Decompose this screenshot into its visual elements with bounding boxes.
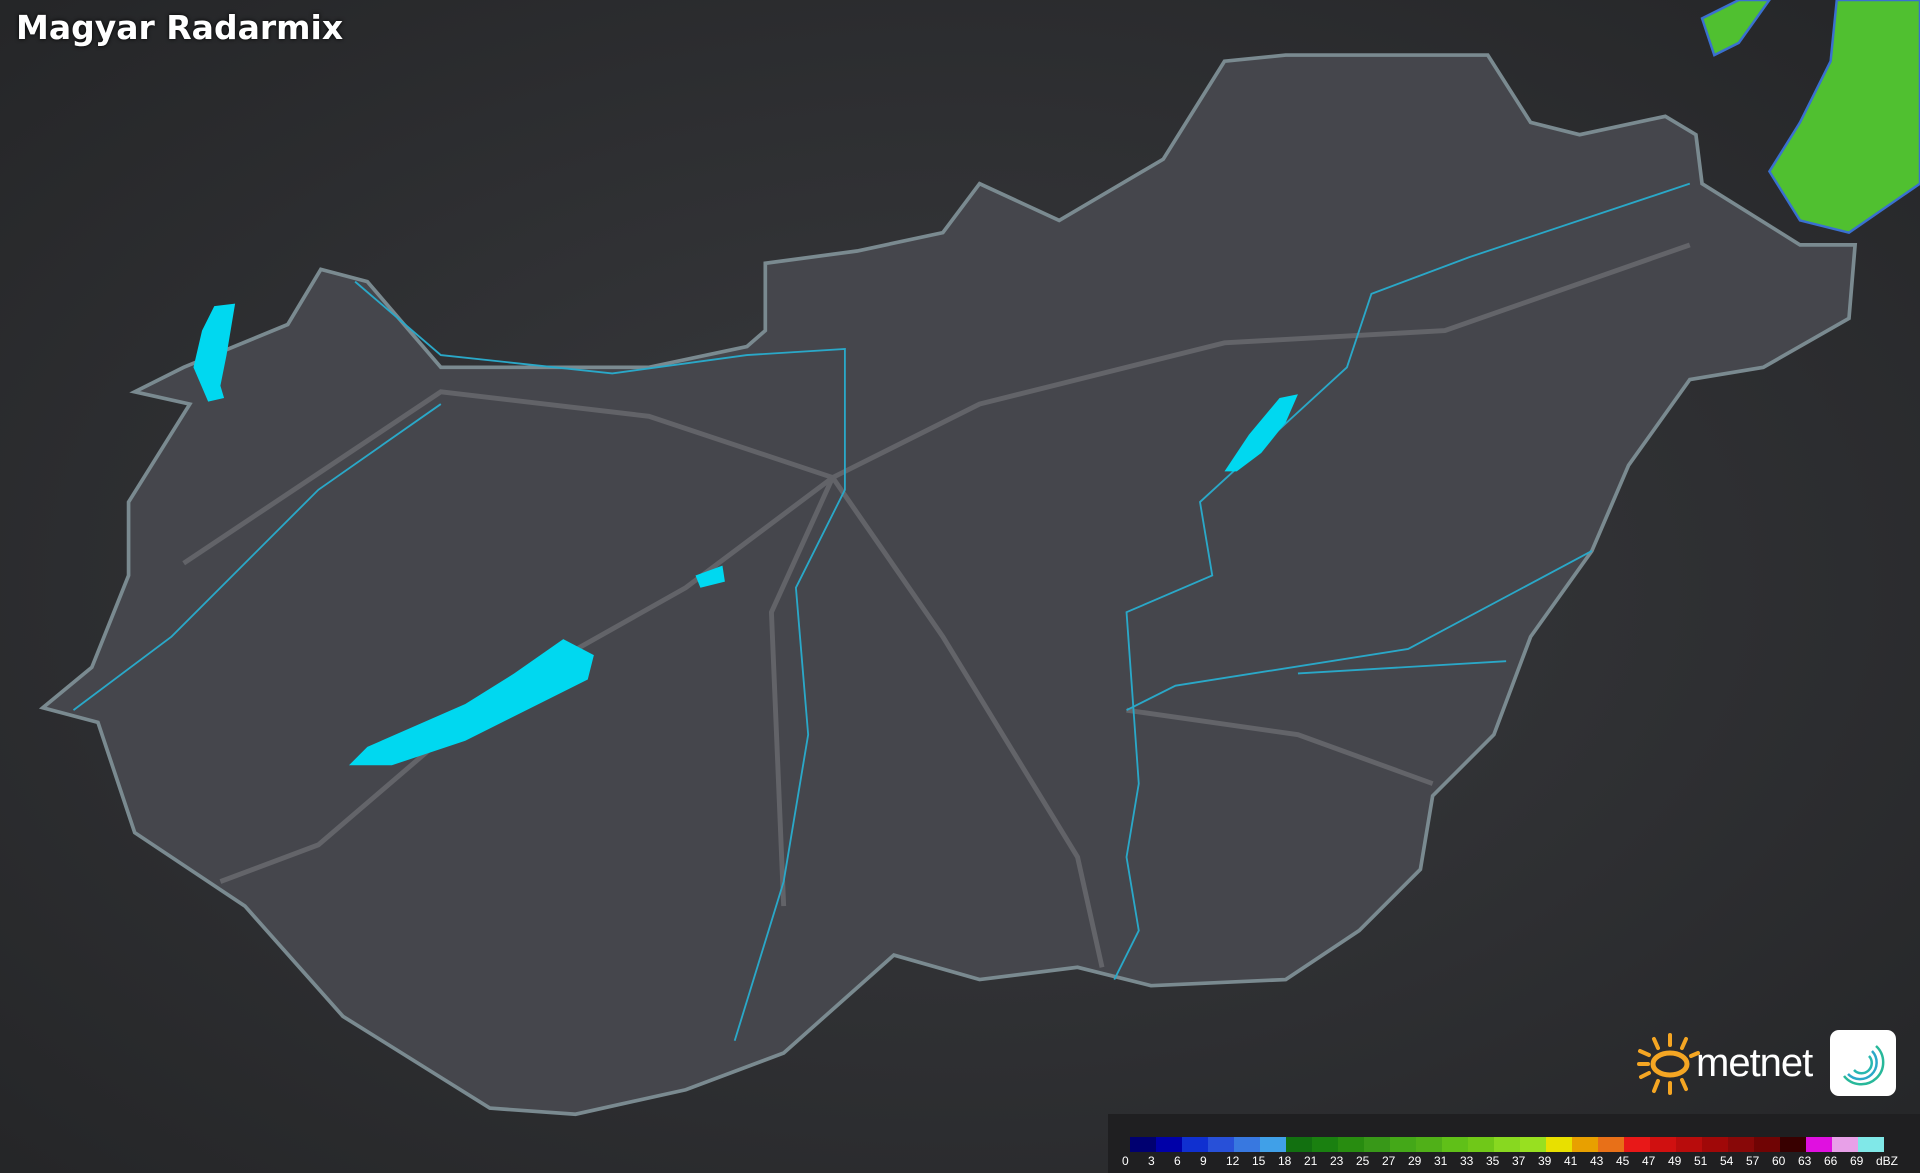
scale-label: 3	[1148, 1154, 1155, 1168]
color-cell	[1624, 1137, 1650, 1152]
koros-river	[1126, 550, 1593, 711]
color-cell	[1832, 1137, 1858, 1152]
color-scale	[1130, 1137, 1884, 1152]
hungary-country	[38, 53, 1858, 1117]
scale-label: 33	[1460, 1154, 1474, 1168]
metnet-logo: metnet	[1636, 1030, 1897, 1096]
color-cell	[1416, 1137, 1442, 1152]
radar-precipitation	[1700, 0, 1920, 234]
color-cell	[1858, 1137, 1884, 1152]
scale-label: 69	[1850, 1154, 1864, 1168]
scale-label: 49	[1668, 1154, 1682, 1168]
scale-label: 37	[1512, 1154, 1526, 1168]
map-title: Magyar Radarmix	[16, 8, 344, 47]
rivers	[72, 182, 1691, 1042]
color-cell	[1598, 1137, 1624, 1152]
color-cell	[1208, 1137, 1234, 1152]
color-cell	[1806, 1137, 1832, 1152]
scale-label: 41	[1564, 1154, 1578, 1168]
scale-label: 27	[1382, 1154, 1396, 1168]
road	[182, 242, 1691, 566]
river	[1297, 660, 1507, 675]
color-cell	[1702, 1137, 1728, 1152]
scale-label: 45	[1616, 1154, 1630, 1168]
unit-label: dBZ	[1876, 1154, 1899, 1168]
scale-label: 0	[1122, 1154, 1129, 1168]
scale-label: 47	[1642, 1154, 1656, 1168]
color-cell	[1312, 1137, 1338, 1152]
color-cell	[1364, 1137, 1390, 1152]
swirl-icon	[1843, 1045, 1885, 1086]
road	[1126, 707, 1434, 786]
scale-label: 39	[1538, 1154, 1552, 1168]
color-cell	[1494, 1137, 1520, 1152]
scale-label: 23	[1330, 1154, 1344, 1168]
scale-label: 60	[1772, 1154, 1786, 1168]
color-cell	[1130, 1137, 1156, 1152]
scale-label: 9	[1200, 1154, 1207, 1168]
road	[830, 476, 1105, 968]
lake-neusiedl	[193, 303, 236, 402]
color-cell	[1390, 1137, 1416, 1152]
scale-label: 63	[1798, 1154, 1812, 1168]
color-cell	[1338, 1137, 1364, 1152]
scale-labels: 0 3 6 9 12 15 18 21 23 25 27 29 31 33 35 37 39 41 43 45 47 49…	[1122, 1154, 1902, 1168]
color-cell	[1728, 1137, 1754, 1152]
color-cell	[1676, 1137, 1702, 1152]
color-cell	[1442, 1137, 1468, 1152]
color-cell	[1754, 1137, 1780, 1152]
color-cell	[1546, 1137, 1572, 1152]
color-cell	[1234, 1137, 1260, 1152]
app-icon	[1830, 1030, 1897, 1096]
scale-label: 43	[1590, 1154, 1604, 1168]
road	[768, 476, 835, 907]
color-cell	[1650, 1137, 1676, 1152]
scale-label: 29	[1408, 1154, 1422, 1168]
color-cell	[1520, 1137, 1546, 1152]
color-cell	[1572, 1137, 1598, 1152]
color-cell	[1780, 1137, 1806, 1152]
color-cell	[1182, 1137, 1208, 1152]
scale-label: 31	[1434, 1154, 1448, 1168]
lake-balaton	[348, 639, 594, 766]
danube-river	[354, 280, 846, 1042]
scale-label: 18	[1278, 1154, 1292, 1168]
raba-river	[72, 403, 442, 711]
brand-name: metnet	[1696, 1040, 1813, 1085]
scale-label: 21	[1304, 1154, 1318, 1168]
scale-label: 15	[1252, 1154, 1266, 1168]
scale-label: 57	[1746, 1154, 1760, 1168]
color-cell	[1468, 1137, 1494, 1152]
scale-label: 12	[1226, 1154, 1240, 1168]
tisza-river	[1113, 182, 1691, 980]
scale-label: 6	[1174, 1154, 1181, 1168]
scale-label: 25	[1356, 1154, 1370, 1168]
lake-velence	[695, 565, 725, 588]
scale-label: 51	[1694, 1154, 1708, 1168]
sun-icon	[1637, 1033, 1700, 1095]
scale-label: 54	[1720, 1154, 1734, 1168]
lake-tisza	[1224, 394, 1298, 472]
scale-label: 35	[1486, 1154, 1500, 1168]
color-cell	[1286, 1137, 1312, 1152]
scale-label: 66	[1824, 1154, 1838, 1168]
color-cell	[1156, 1137, 1182, 1152]
color-cell	[1260, 1137, 1286, 1152]
dbz-legend: 0 3 6 9 12 15 18 21 23 25 27 29 31 33 35 37 39 41 43 45 47 49…	[1108, 1114, 1920, 1173]
lakes	[193, 303, 1298, 766]
